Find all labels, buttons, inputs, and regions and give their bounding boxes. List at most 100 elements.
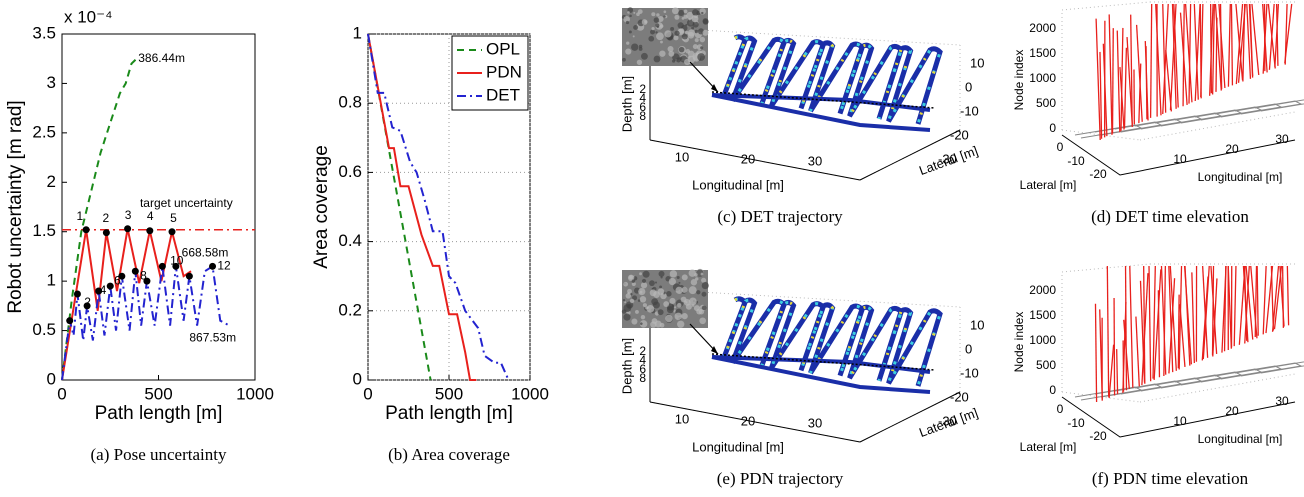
red-spike: [1168, 265, 1174, 373]
annotation: 386.44m: [138, 51, 185, 65]
texture: [623, 281, 629, 287]
texture: [674, 30, 680, 36]
y-tick-label: 0: [965, 341, 972, 356]
inset-image: [621, 7, 709, 66]
texture: [631, 281, 636, 287]
texture: [684, 30, 689, 35]
texture: [628, 30, 632, 34]
texture: [637, 9, 643, 15]
z-tick-label: 6: [639, 362, 646, 376]
red-spike: [1138, 63, 1142, 124]
x-tick-label: 0: [363, 384, 372, 403]
z-axis-label: Node index: [1012, 312, 1026, 373]
loop-line: [711, 91, 936, 109]
texture: [651, 27, 655, 31]
texture: [659, 285, 663, 289]
red-spike: [1168, 278, 1176, 374]
peak-dot: [82, 226, 90, 234]
red-spike: [1135, 316, 1140, 387]
y-tick-label: 30: [1275, 132, 1289, 146]
red-spike: [1111, 28, 1114, 134]
x-tick-label: 30: [808, 153, 822, 168]
y-axis-label: Area coverage: [311, 145, 332, 269]
texture: [696, 290, 701, 295]
x-tick-label: 0: [57, 384, 66, 403]
z-tick-label: 1500: [1029, 46, 1056, 60]
grey-trace: [1174, 371, 1243, 386]
x-tick-label: 30: [808, 415, 822, 430]
texture: [660, 40, 663, 44]
y-tick-label: 2: [47, 172, 56, 191]
red-spike: [1183, 265, 1193, 365]
red-spike: [1209, 3, 1213, 94]
texture: [666, 306, 674, 314]
texture: [638, 44, 643, 49]
red-spike: [1249, 3, 1254, 77]
red-spike: [1218, 3, 1226, 89]
red-spike: [1267, 3, 1276, 69]
texture: [639, 296, 647, 303]
x-tick-label: -10: [1067, 416, 1085, 430]
y-tick-label: 2.5: [32, 122, 56, 141]
grey-trace: [1194, 106, 1263, 121]
red-spike: [1219, 3, 1223, 90]
x-tick-label: 1000: [236, 384, 274, 403]
bottom-track: [711, 93, 931, 132]
trajectory: [720, 34, 943, 125]
grey-trace: [1214, 103, 1283, 118]
texture: [699, 8, 706, 15]
texture: [640, 322, 643, 325]
red-spike: [1123, 319, 1130, 390]
peak-dot: [185, 272, 193, 280]
texture: [669, 297, 676, 304]
y-axis-label: Lateral [m]: [917, 143, 980, 178]
texture: [664, 30, 672, 38]
x-tick-label: 0: [1057, 140, 1064, 154]
grey-trace: [1214, 365, 1283, 380]
y-tick-label: 30: [1275, 394, 1289, 408]
y-tick-label: -20: [950, 127, 969, 142]
z-tick-label: 500: [1036, 96, 1056, 110]
texture: [672, 59, 676, 63]
texture: [678, 46, 685, 53]
annotation: 3: [125, 208, 132, 222]
texture: [690, 279, 698, 286]
texture: [671, 7, 679, 15]
texture: [675, 286, 683, 294]
y-tick-label: 0.6: [338, 162, 362, 181]
texture: [651, 318, 658, 324]
red-spike: [1284, 3, 1293, 64]
texture: [642, 270, 650, 278]
axis-line: [1061, 396, 1296, 438]
axis-line: [859, 391, 961, 443]
annotation: 867.53m: [189, 331, 236, 345]
legend-label: DET: [486, 85, 520, 104]
texture: [680, 296, 687, 303]
x-tick-label: 20: [741, 413, 755, 428]
grey-trace: [1114, 380, 1183, 395]
red-spike: [1191, 272, 1195, 364]
red-spike: [1171, 3, 1177, 109]
z-tick-label: 4: [639, 353, 646, 367]
texture: [649, 289, 657, 297]
annotation: 12: [217, 258, 231, 272]
texture: [665, 314, 673, 323]
texture: [701, 281, 709, 290]
texture: [681, 33, 688, 40]
grey-trace: [1074, 124, 1143, 139]
red-spike: [1157, 290, 1161, 378]
peak-dot: [131, 267, 139, 275]
red-spike: [1135, 24, 1143, 122]
texture: [623, 313, 631, 321]
annotation: 668.58m: [182, 246, 229, 260]
y-tick-label: 20: [1225, 142, 1239, 156]
z-tick-label: 8: [639, 371, 646, 385]
grey-trace: [1234, 100, 1303, 115]
texture: [668, 50, 675, 57]
red-spike: [1095, 18, 1101, 141]
texture: [700, 272, 704, 276]
texture: [646, 305, 655, 313]
texture: [641, 278, 647, 284]
